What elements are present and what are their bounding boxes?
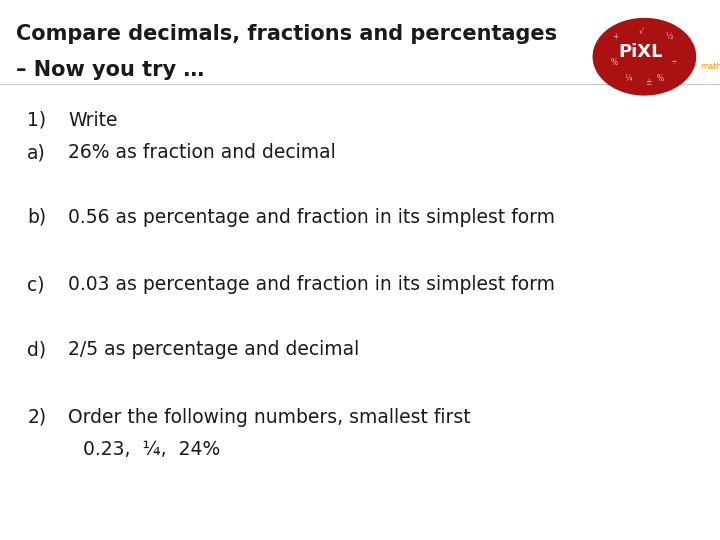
Text: maths: maths — [700, 62, 720, 71]
Text: 1): 1) — [27, 111, 47, 130]
Text: √: √ — [639, 26, 643, 35]
Text: Write: Write — [68, 111, 118, 130]
Text: 0.23,  ¼,  24%: 0.23, ¼, 24% — [83, 440, 220, 459]
Text: %: % — [611, 58, 618, 66]
Text: ½: ½ — [666, 32, 673, 40]
Text: Order the following numbers, smallest first: Order the following numbers, smallest fi… — [68, 408, 471, 427]
Text: – Now you try …: – Now you try … — [16, 60, 204, 80]
Text: +: + — [613, 32, 618, 40]
Text: b): b) — [27, 208, 47, 227]
Text: c): c) — [27, 275, 45, 294]
Text: 26% as fraction and decimal: 26% as fraction and decimal — [68, 143, 336, 162]
Text: ±: ± — [645, 78, 651, 87]
Text: ¼: ¼ — [625, 74, 632, 83]
Text: d): d) — [27, 340, 47, 359]
Text: 0.03 as percentage and fraction in its simplest form: 0.03 as percentage and fraction in its s… — [68, 275, 555, 294]
Text: 2): 2) — [27, 408, 47, 427]
Text: ÷: ÷ — [670, 58, 676, 66]
Text: a): a) — [27, 143, 46, 162]
Circle shape — [593, 18, 696, 96]
Text: %: % — [657, 74, 664, 83]
Text: 0.56 as percentage and fraction in its simplest form: 0.56 as percentage and fraction in its s… — [68, 208, 555, 227]
Text: PiXL: PiXL — [618, 43, 663, 62]
Text: 2/5 as percentage and decimal: 2/5 as percentage and decimal — [68, 340, 360, 359]
Text: Compare decimals, fractions and percentages: Compare decimals, fractions and percenta… — [16, 24, 557, 44]
Text: P·XL: P·XL — [618, 43, 663, 62]
